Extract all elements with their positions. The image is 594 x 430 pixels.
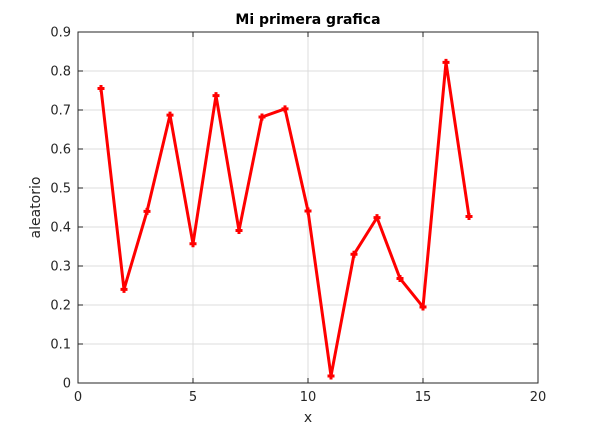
data-point-marker — [465, 212, 473, 220]
data-point-marker — [350, 250, 358, 258]
data-point-marker — [281, 105, 289, 113]
data-point-marker — [189, 240, 197, 248]
y-tick-label: 0.8 — [50, 65, 71, 80]
y-tick-label: 0.6 — [50, 143, 71, 158]
data-point-marker — [120, 285, 128, 293]
chart-title: Mi primera grafica — [235, 12, 380, 28]
y-tick-label: 0.7 — [50, 104, 71, 119]
data-point-marker — [235, 227, 243, 235]
data-point-marker — [212, 92, 220, 100]
y-tick-label: 0.9 — [50, 26, 71, 41]
data-point-marker — [258, 113, 266, 121]
y-tick-label: 0 — [63, 377, 71, 392]
x-axis-label: x — [304, 410, 312, 426]
y-tick-label: 0.3 — [50, 260, 71, 275]
data-point-marker — [166, 111, 174, 119]
data-point-marker — [97, 85, 105, 93]
axis-ticks: 0 5 10 15 20 0 0.1 0.2 0.3 0.4 0.5 0.6 0.7 0.8 0.9 — [50, 26, 546, 406]
x-tick-label: 0 — [74, 390, 82, 405]
x-tick-label: 5 — [189, 390, 197, 405]
data-point-marker — [373, 214, 381, 222]
y-tick-label: 0.5 — [50, 182, 71, 197]
data-point-marker — [396, 274, 404, 282]
data-point-marker — [304, 207, 312, 215]
y-tick-label: 0.1 — [50, 338, 71, 353]
y-tick-label: 0.2 — [50, 299, 71, 314]
y-axis-label: aleatorio — [28, 177, 44, 239]
series-layer — [97, 58, 473, 380]
y-tick-label: 0.4 — [50, 221, 71, 236]
data-point-marker — [143, 207, 151, 215]
x-tick-label: 15 — [415, 390, 432, 405]
x-tick-label: 20 — [530, 390, 547, 405]
x-tick-label: 10 — [300, 390, 317, 405]
data-point-marker — [419, 303, 427, 311]
data-point-marker — [442, 58, 450, 66]
data-point-marker — [327, 372, 335, 380]
